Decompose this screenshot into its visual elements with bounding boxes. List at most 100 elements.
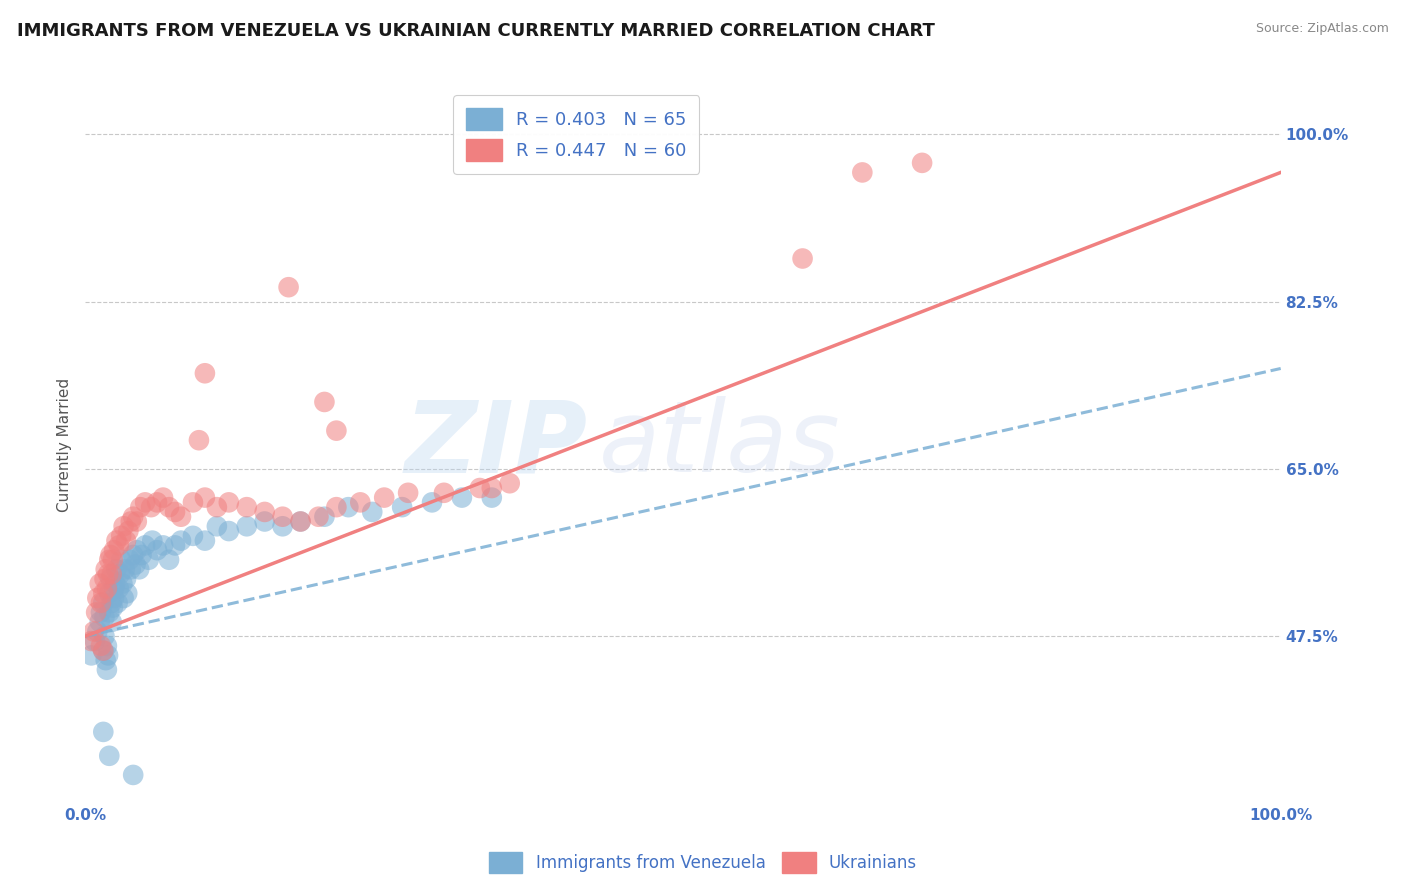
- Point: [163, 505, 186, 519]
- Point: [373, 491, 395, 505]
- Point: [122, 768, 145, 782]
- Point: [433, 485, 456, 500]
- Point: [94, 562, 117, 576]
- Point: [325, 424, 347, 438]
- Point: [115, 586, 138, 600]
- Point: [117, 524, 139, 538]
- Point: [105, 562, 128, 576]
- Point: [181, 495, 204, 509]
- Point: [100, 615, 122, 629]
- Point: [194, 533, 217, 548]
- Point: [96, 582, 118, 596]
- Point: [98, 605, 121, 619]
- Point: [115, 533, 138, 548]
- Point: [157, 553, 180, 567]
- Point: [86, 624, 108, 639]
- Point: [138, 553, 160, 567]
- Point: [91, 725, 114, 739]
- Point: [84, 634, 107, 648]
- Point: [277, 280, 299, 294]
- Point: [290, 515, 312, 529]
- Point: [163, 538, 186, 552]
- Point: [181, 529, 204, 543]
- Point: [90, 605, 112, 619]
- Point: [134, 495, 156, 509]
- Point: [851, 165, 873, 179]
- Point: [112, 591, 135, 605]
- Point: [91, 643, 114, 657]
- Point: [391, 500, 413, 515]
- Point: [93, 572, 115, 586]
- Point: [194, 491, 217, 505]
- Point: [314, 509, 336, 524]
- Point: [110, 529, 132, 543]
- Point: [103, 543, 125, 558]
- Point: [218, 495, 240, 509]
- Point: [134, 538, 156, 552]
- Point: [91, 643, 114, 657]
- Text: IMMIGRANTS FROM VENEZUELA VS UKRAINIAN CURRENTLY MARRIED CORRELATION CHART: IMMIGRANTS FROM VENEZUELA VS UKRAINIAN C…: [17, 22, 935, 40]
- Point: [499, 476, 522, 491]
- Point: [141, 533, 163, 548]
- Point: [120, 515, 142, 529]
- Point: [911, 156, 934, 170]
- Point: [100, 548, 122, 562]
- Text: Source: ZipAtlas.com: Source: ZipAtlas.com: [1256, 22, 1389, 36]
- Point: [205, 519, 228, 533]
- Point: [105, 533, 128, 548]
- Point: [290, 515, 312, 529]
- Point: [98, 553, 121, 567]
- Point: [103, 582, 125, 596]
- Point: [481, 491, 503, 505]
- Point: [468, 481, 491, 495]
- Point: [420, 495, 443, 509]
- Point: [361, 505, 384, 519]
- Point: [146, 543, 169, 558]
- Text: atlas: atlas: [599, 396, 841, 493]
- Point: [86, 591, 108, 605]
- Point: [120, 562, 142, 576]
- Point: [100, 567, 122, 582]
- Point: [124, 558, 146, 572]
- Point: [100, 572, 122, 586]
- Point: [91, 596, 114, 610]
- Point: [152, 538, 174, 552]
- Point: [89, 615, 111, 629]
- Point: [194, 366, 217, 380]
- Point: [111, 576, 134, 591]
- Point: [110, 553, 132, 567]
- Legend: Immigrants from Venezuela, Ukrainians: Immigrants from Venezuela, Ukrainians: [482, 846, 924, 880]
- Point: [96, 663, 118, 677]
- Point: [118, 553, 141, 567]
- Point: [170, 533, 193, 548]
- Point: [108, 538, 131, 552]
- Point: [112, 519, 135, 533]
- Point: [481, 481, 503, 495]
- Point: [235, 500, 257, 515]
- Point: [314, 395, 336, 409]
- Point: [253, 515, 276, 529]
- Point: [271, 519, 294, 533]
- Point: [122, 548, 145, 562]
- Point: [107, 596, 129, 610]
- Point: [97, 648, 120, 663]
- Point: [205, 500, 228, 515]
- Point: [91, 586, 114, 600]
- Point: [253, 505, 276, 519]
- Point: [108, 582, 131, 596]
- Point: [97, 567, 120, 582]
- Point: [98, 748, 121, 763]
- Point: [98, 586, 121, 600]
- Text: ZIP: ZIP: [405, 396, 588, 493]
- Point: [125, 543, 148, 558]
- Point: [115, 572, 138, 586]
- Point: [157, 500, 180, 515]
- Point: [325, 500, 347, 515]
- Point: [170, 509, 193, 524]
- Y-axis label: Currently Married: Currently Married: [58, 378, 72, 512]
- Point: [337, 500, 360, 515]
- Point: [83, 624, 105, 639]
- Point: [271, 509, 294, 524]
- Point: [80, 634, 103, 648]
- Legend: R = 0.403   N = 65, R = 0.447   N = 60: R = 0.403 N = 65, R = 0.447 N = 60: [453, 95, 699, 174]
